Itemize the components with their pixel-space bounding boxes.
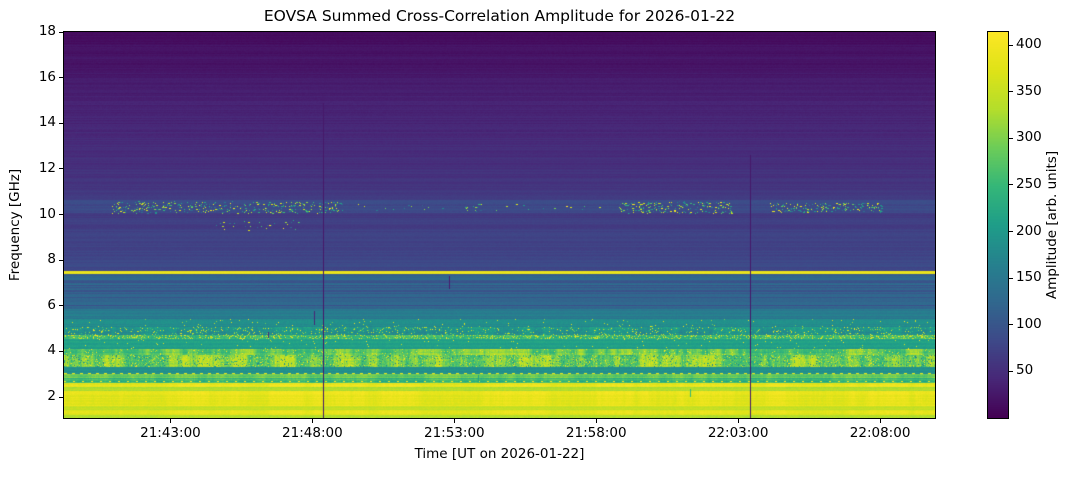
- colorbar-tick-label: 100: [1016, 315, 1042, 332]
- x-tick-mark: [595, 419, 597, 423]
- x-tick-mark: [879, 419, 881, 423]
- x-tick-label: 21:48:00: [282, 425, 343, 441]
- x-tick-label: 21:53:00: [423, 425, 485, 441]
- colorbar-canvas: [988, 32, 1008, 418]
- y-tick-label: 18: [38, 23, 56, 39]
- y-tick-mark: [59, 350, 63, 352]
- colorbar-tick-mark: [1009, 184, 1013, 186]
- y-tick-mark: [59, 31, 63, 33]
- y-tick-label: 16: [38, 68, 56, 85]
- colorbar-tick-mark: [1009, 137, 1013, 139]
- y-tick-mark: [59, 122, 63, 124]
- colorbar-tick-mark: [1009, 277, 1013, 279]
- colorbar-tick-label: 50: [1016, 362, 1034, 379]
- x-tick-label: 22:03:00: [707, 425, 769, 441]
- y-tick-label: 10: [38, 205, 56, 222]
- colorbar-tick-label: 250: [1016, 175, 1042, 192]
- colorbar-tick-label: 350: [1016, 82, 1042, 99]
- y-tick-mark: [59, 214, 63, 215]
- y-tick-mark: [59, 259, 63, 261]
- x-tick-mark: [311, 419, 313, 423]
- x-tick-label: 21:43:00: [140, 425, 201, 441]
- y-tick-mark: [59, 77, 63, 79]
- plot-title: EOVSA Summed Cross-Correlation Amplitude…: [263, 7, 736, 25]
- x-tick-label: 21:58:00: [565, 425, 627, 441]
- colorbar-tick-mark: [1009, 91, 1013, 93]
- x-tick-mark: [169, 419, 171, 423]
- y-tick-mark: [59, 305, 63, 307]
- y-tick-label: 12: [38, 159, 56, 176]
- y-tick-label: 2: [47, 388, 56, 404]
- x-tick-label: 22:08:00: [849, 425, 911, 441]
- y-tick-label: 8: [47, 251, 56, 268]
- colorbar-tick-label: 150: [1016, 269, 1042, 286]
- spectrogram-canvas: [64, 32, 935, 418]
- colorbar: [987, 31, 1009, 419]
- colorbar-tick-mark: [1009, 231, 1013, 233]
- y-tick-label: 6: [47, 296, 56, 313]
- x-tick-mark: [453, 419, 455, 423]
- y-tick-label: 14: [38, 114, 56, 131]
- y-tick-mark: [59, 396, 63, 398]
- colorbar-tick-label: 300: [1016, 129, 1042, 146]
- colorbar-tick-mark: [1009, 324, 1013, 326]
- colorbar-tick-mark: [1009, 44, 1013, 46]
- colorbar-tick-label: 400: [1016, 36, 1042, 53]
- y-tick-mark: [59, 168, 63, 170]
- y-tick-label: 4: [47, 342, 56, 359]
- plot-area: [63, 31, 936, 419]
- colorbar-tick-label: 200: [1016, 222, 1042, 239]
- x-tick-mark: [737, 419, 739, 423]
- x-axis-label: Time [UT on 2026-01-22]: [414, 446, 585, 462]
- colorbar-tick-mark: [1009, 370, 1013, 372]
